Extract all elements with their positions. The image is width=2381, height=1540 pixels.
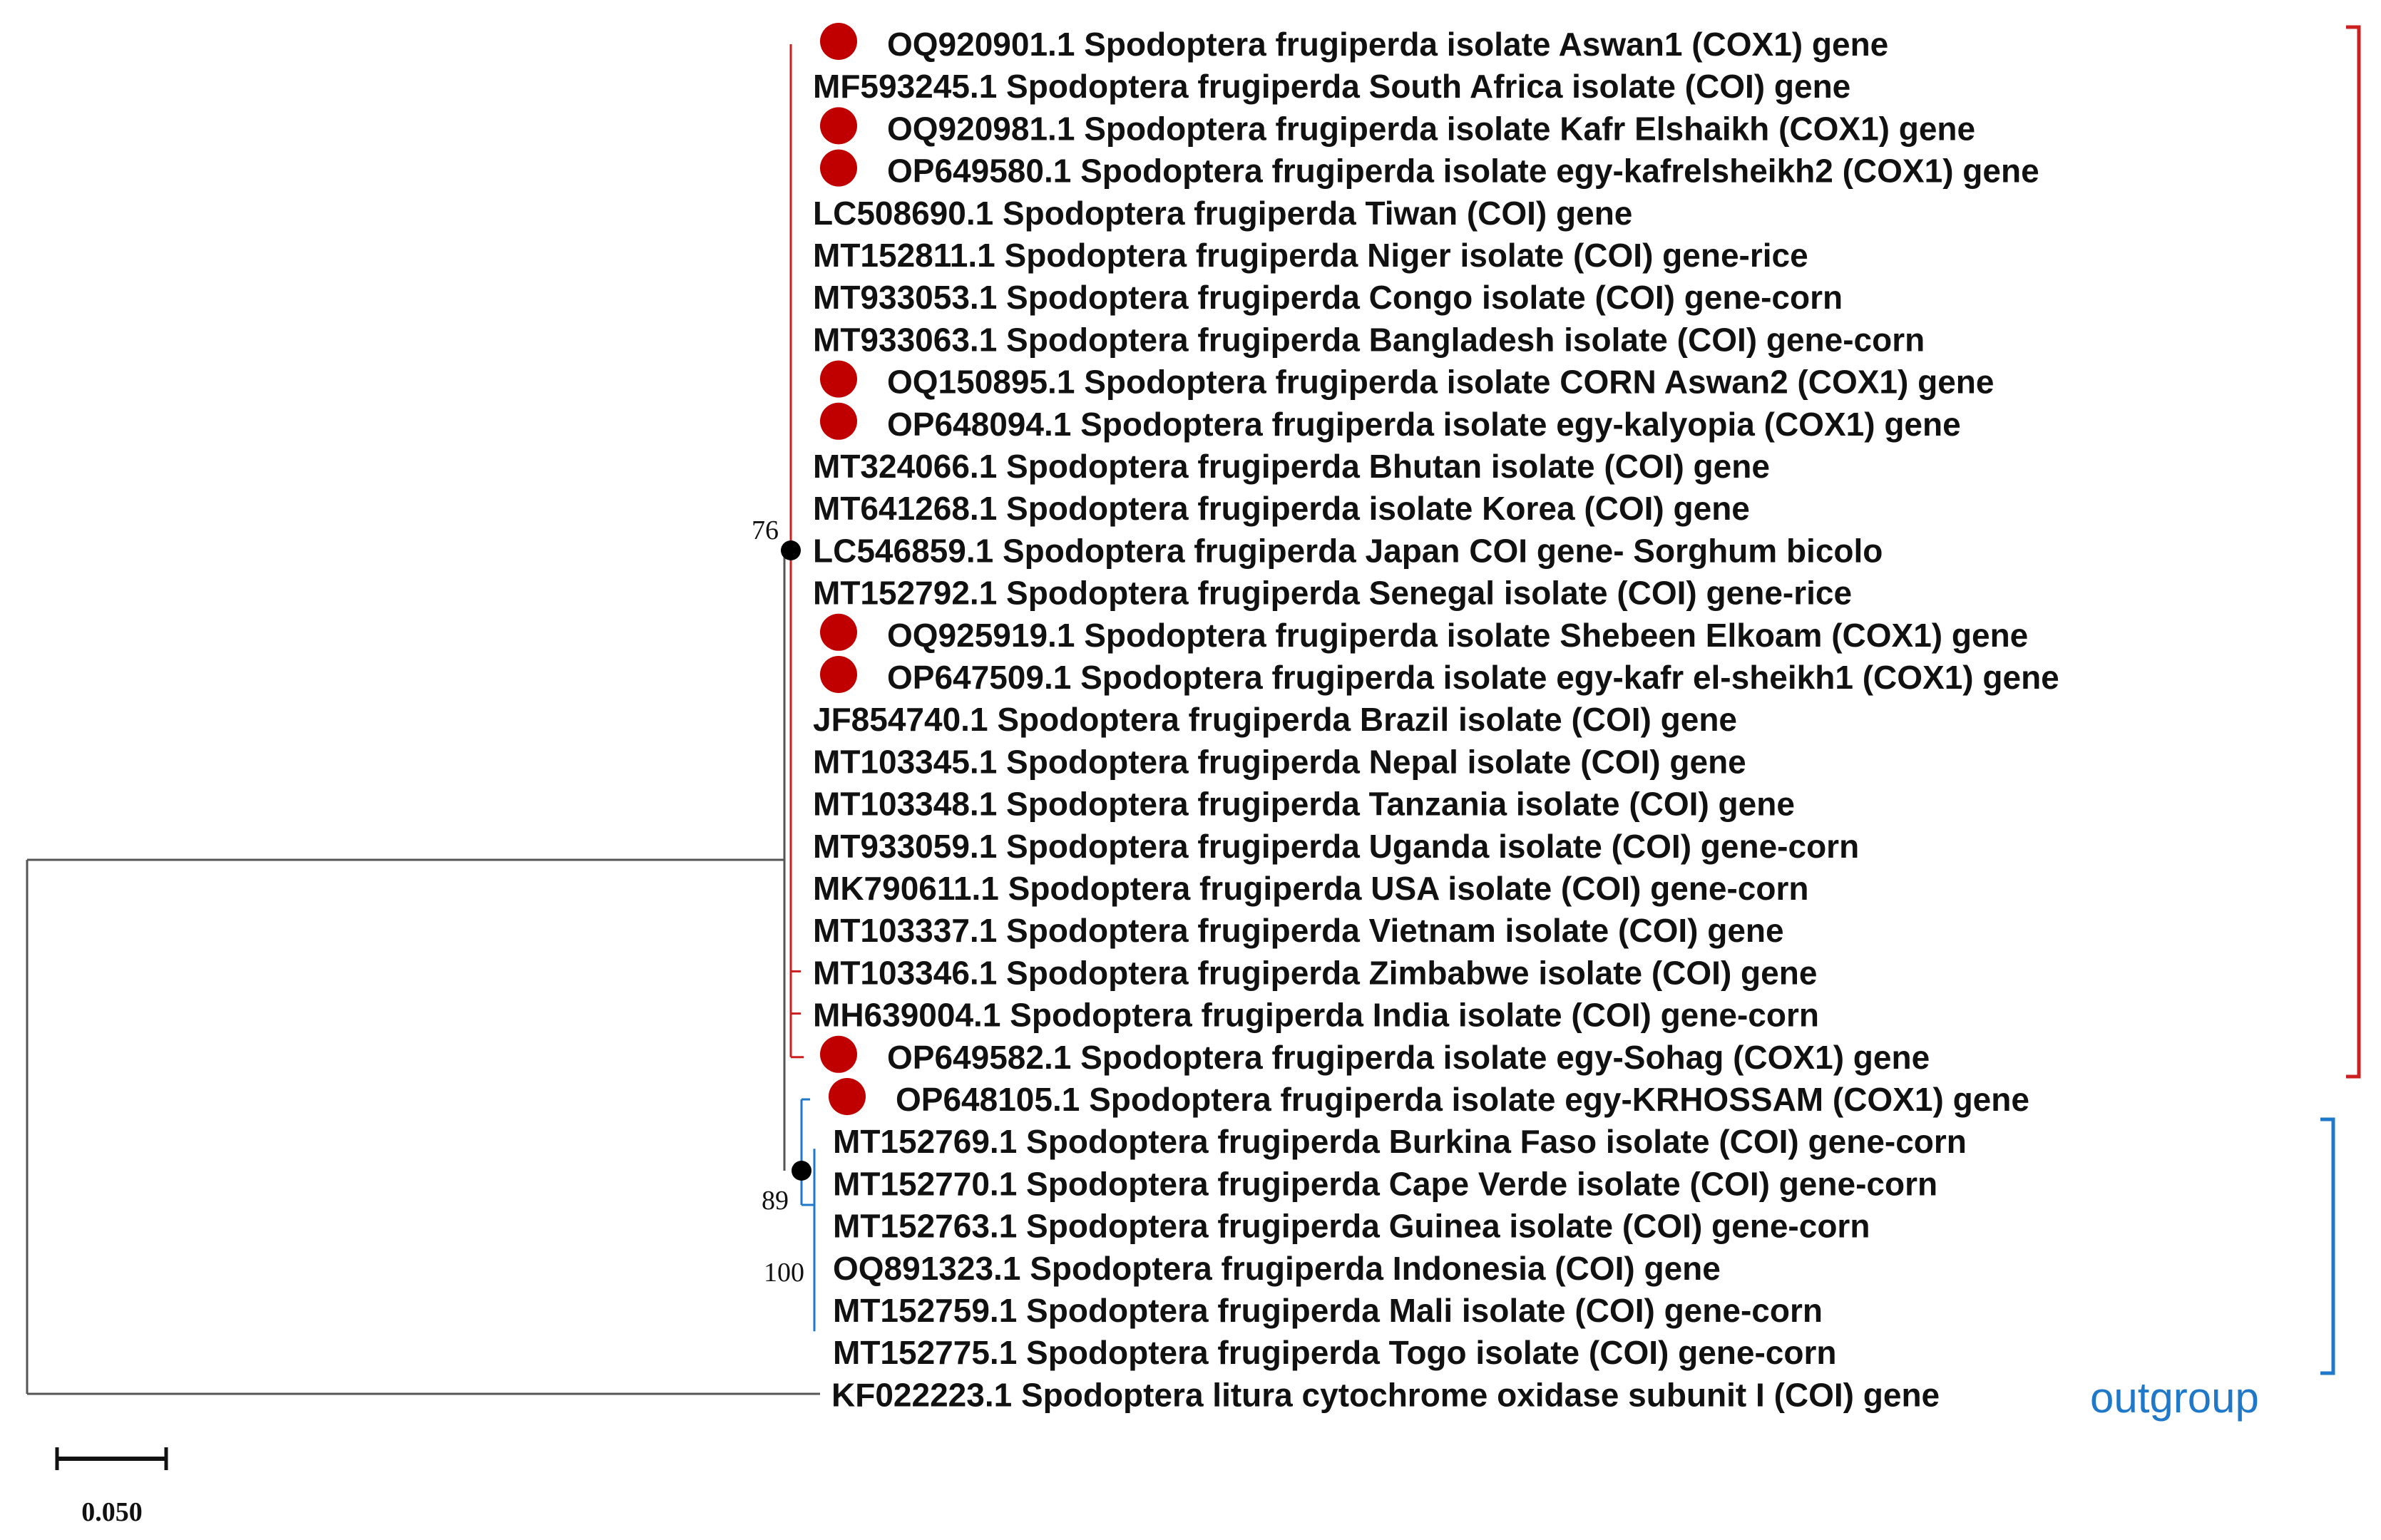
leaf-label: OP649580.1 Spodoptera frugiperda isolate… bbox=[887, 153, 2039, 190]
leaf-marker-dot bbox=[820, 23, 857, 60]
leaf-label: MT152769.1 Spodoptera frugiperda Burkina… bbox=[833, 1123, 1967, 1160]
leaf-marker-dot bbox=[820, 1035, 857, 1073]
leaf-label: MT933053.1 Spodoptera frugiperda Congo i… bbox=[813, 279, 1843, 316]
red-clade-bracket bbox=[2346, 25, 2361, 1079]
bootstrap-value-blue-clade: 89 bbox=[762, 1186, 789, 1216]
leaf-label: MT152759.1 Spodoptera frugiperda Mali is… bbox=[833, 1292, 1823, 1329]
leaf-label: JF854740.1 Spodoptera frugiperda Brazil … bbox=[813, 701, 1737, 738]
leaf-label: OQ920901.1 Spodoptera frugiperda isolate… bbox=[887, 26, 1888, 63]
clade-brackets bbox=[2320, 25, 2361, 1375]
leaf-label: MT103346.1 Spodoptera frugiperda Zimbabw… bbox=[813, 954, 1817, 991]
red-clade-node bbox=[781, 540, 801, 560]
leaf-label: OQ920981.1 Spodoptera frugiperda isolate… bbox=[887, 110, 1975, 147]
leaf-label: MK790611.1 Spodoptera frugiperda USA iso… bbox=[813, 870, 1809, 907]
leaf-label: MT641268.1 Spodoptera frugiperda isolate… bbox=[813, 490, 1750, 527]
blue-clade-bracket bbox=[2320, 1117, 2335, 1375]
leaf-label: MT324066.1 Spodoptera frugiperda Bhutan … bbox=[813, 448, 1770, 485]
leaf-label: OP648105.1 Spodoptera frugiperda isolate… bbox=[896, 1081, 2029, 1118]
leaf-marker-dot bbox=[820, 656, 857, 693]
leaf-label: MT152792.1 Spodoptera frugiperda Senegal… bbox=[813, 575, 1852, 612]
leaf-label: OQ891323.1 Spodoptera frugiperda Indones… bbox=[833, 1250, 1721, 1287]
outgroup-label: outgroup bbox=[2090, 1374, 2259, 1422]
leaf-label: MT933063.1 Spodoptera frugiperda Banglad… bbox=[813, 321, 1925, 358]
leaf-label: OQ925919.1 Spodoptera frugiperda isolate… bbox=[887, 617, 2028, 654]
leaf-marker-dot bbox=[820, 613, 857, 651]
tree-branches bbox=[26, 44, 820, 1395]
leaf-label: MF593245.1 Spodoptera frugiperda South A… bbox=[813, 68, 1850, 105]
leaf-label: OP649582.1 Spodoptera frugiperda isolate… bbox=[887, 1039, 1930, 1076]
scale-bar: 0.050 bbox=[55, 1447, 168, 1527]
leaf-label: MT933059.1 Spodoptera frugiperda Uganda … bbox=[813, 828, 1859, 865]
leaf-marker-dot bbox=[829, 1078, 866, 1115]
leaf-label: MT103345.1 Spodoptera frugiperda Nepal i… bbox=[813, 743, 1746, 780]
leaf-label: MT152811.1 Spodoptera frugiperda Niger i… bbox=[813, 237, 1808, 274]
leaf-label: MT152763.1 Spodoptera frugiperda Guinea … bbox=[833, 1208, 1870, 1245]
bootstrap-value-blue-subclade: 100 bbox=[764, 1258, 804, 1288]
leaf-label: OP647509.1 Spodoptera frugiperda isolate… bbox=[887, 659, 2059, 696]
leaf-marker-dot bbox=[820, 360, 857, 398]
leaf-label: KF022223.1 Spodoptera litura cytochrome … bbox=[831, 1376, 1940, 1413]
leaf-marker-dot bbox=[820, 107, 857, 145]
leaf-label: MT103337.1 Spodoptera frugiperda Vietnam… bbox=[813, 912, 1784, 949]
leaf-marker-dot bbox=[820, 149, 857, 187]
leaf-label: OP648094.1 Spodoptera frugiperda isolate… bbox=[887, 406, 1961, 443]
leaf-label: LC508690.1 Spodoptera frugiperda Tiwan (… bbox=[813, 195, 1632, 232]
leaf-label: MH639004.1 Spodoptera frugiperda India i… bbox=[813, 997, 1819, 1034]
leaf-labels: OQ920901.1 Spodoptera frugiperda isolate… bbox=[813, 23, 2059, 1413]
scale-bar-label: 0.050 bbox=[81, 1497, 143, 1527]
leaf-label: MT103348.1 Spodoptera frugiperda Tanzani… bbox=[813, 786, 1795, 823]
leaf-label: MT152775.1 Spodoptera frugiperda Togo is… bbox=[833, 1334, 1836, 1371]
bootstrap-nodes bbox=[781, 540, 811, 1181]
bootstrap-value-red-clade: 76 bbox=[752, 515, 779, 545]
leaf-label: LC546859.1 Spodoptera frugiperda Japan C… bbox=[813, 532, 1883, 569]
blue-clade-node bbox=[792, 1161, 811, 1181]
leaf-label: OQ150895.1 Spodoptera frugiperda isolate… bbox=[887, 364, 1994, 401]
leaf-marker-dot bbox=[820, 402, 857, 440]
leaf-label: MT152770.1 Spodoptera frugiperda Cape Ve… bbox=[833, 1165, 1937, 1202]
